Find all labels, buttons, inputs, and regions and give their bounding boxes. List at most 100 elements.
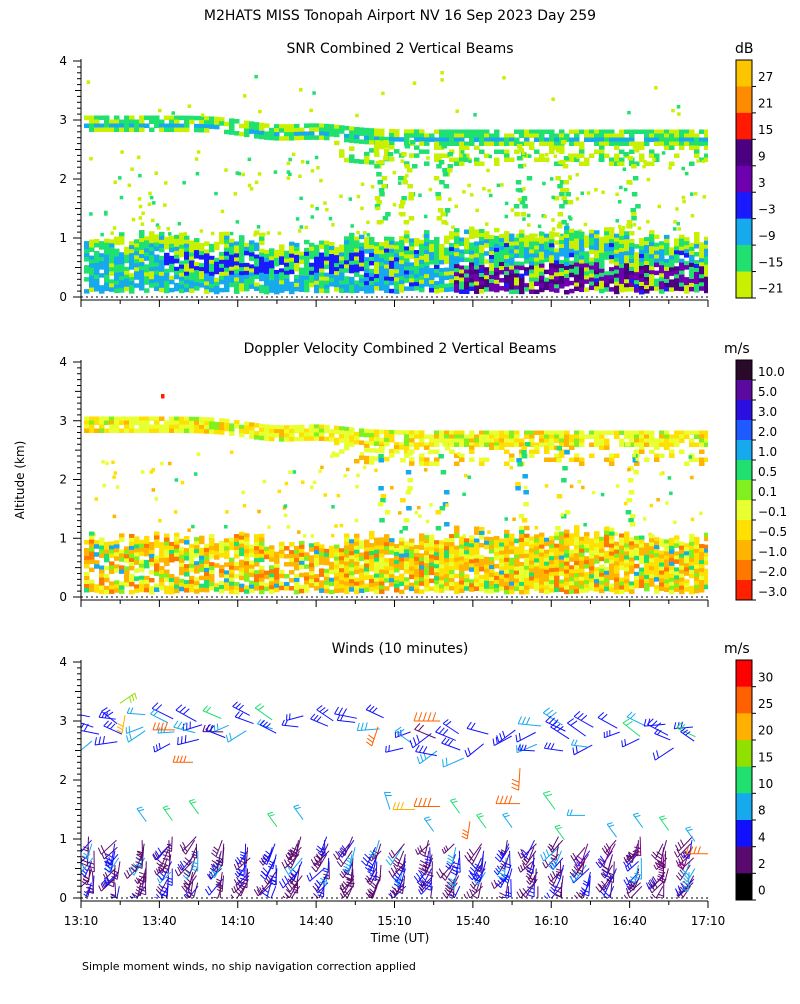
- data-cell: [319, 560, 325, 565]
- data-cell: [529, 133, 535, 138]
- data-cell: [539, 442, 545, 447]
- data-cell: [384, 558, 390, 563]
- data-cell: [399, 574, 405, 579]
- data-cell: [299, 197, 303, 201]
- data-cell: [249, 276, 255, 281]
- data-cell: [539, 153, 545, 158]
- data-cell: [329, 250, 335, 255]
- data-cell: [269, 252, 275, 257]
- data-cell: [204, 128, 210, 133]
- data-cell: [439, 556, 445, 561]
- data-cell: [494, 268, 500, 273]
- data-cell: [279, 128, 285, 133]
- data-cell: [114, 249, 120, 254]
- data-cell: [689, 455, 693, 459]
- data-cell: [639, 282, 645, 287]
- data-cell: [379, 545, 385, 550]
- data-cell: [184, 536, 190, 541]
- data-cell: [674, 266, 680, 271]
- data-cell: [374, 128, 380, 133]
- data-cell: [524, 129, 530, 134]
- data-cell: [459, 589, 465, 594]
- data-cell: [304, 123, 310, 128]
- data-cell: [414, 238, 420, 243]
- data-cell: [238, 172, 242, 176]
- data-cell: [579, 435, 585, 440]
- data-cell: [549, 580, 555, 585]
- data-cell: [504, 239, 510, 244]
- data-cell: [204, 584, 210, 589]
- data-cell: [522, 474, 528, 479]
- data-cell: [229, 566, 235, 571]
- data-cell: [184, 116, 190, 121]
- data-cell: [339, 129, 345, 134]
- data-cell: [419, 545, 425, 550]
- data-cell: [199, 560, 205, 565]
- data-cell: [479, 137, 485, 142]
- data-cell: [499, 149, 505, 154]
- data-cell: [129, 538, 135, 543]
- data-cell: [522, 151, 526, 155]
- data-cell: [369, 535, 375, 540]
- data-cell: [169, 236, 175, 241]
- data-cell: [614, 566, 620, 571]
- data-cell: [349, 197, 353, 201]
- data-cell: [514, 539, 520, 544]
- data-cell: [84, 552, 90, 557]
- data-cell: [685, 172, 689, 176]
- data-cell: [694, 561, 700, 566]
- data-cell: [394, 445, 400, 450]
- data-cell: [323, 201, 327, 205]
- data-cell: [304, 288, 310, 293]
- data-cell: [94, 279, 100, 284]
- data-cell: [244, 283, 250, 288]
- data-cell: [629, 283, 635, 288]
- data-cell: [459, 273, 465, 278]
- data-cell: [559, 129, 565, 134]
- data-cell: [99, 586, 105, 591]
- data-cell: [104, 116, 110, 121]
- data-cell: [239, 279, 245, 284]
- data-cell: [407, 184, 413, 189]
- data-cell: [549, 552, 555, 557]
- data-cell: [454, 574, 460, 579]
- data-cell: [629, 287, 635, 292]
- data-cell: [174, 124, 180, 128]
- data-cell: [224, 586, 230, 591]
- data-cell: [509, 430, 515, 435]
- data-cell: [654, 142, 660, 147]
- data-cell: [624, 255, 630, 260]
- data-cell: [454, 558, 460, 563]
- data-cell: [104, 243, 110, 248]
- data-cell: [639, 254, 645, 258]
- data-cell: [614, 435, 620, 440]
- data-cell: [614, 554, 620, 559]
- data-cell: [464, 286, 470, 291]
- data-cell: [464, 554, 470, 559]
- data-cell: [669, 566, 675, 571]
- data-cell: [489, 247, 495, 252]
- data-cell: [339, 264, 345, 269]
- data-cell: [569, 565, 575, 570]
- data-cell: [604, 527, 610, 532]
- data-cell: [594, 254, 600, 258]
- data-cell: [219, 541, 225, 546]
- data-cell: [444, 240, 450, 245]
- data-cell: [304, 556, 310, 561]
- data-cell: [635, 458, 639, 462]
- data-cell: [129, 421, 135, 426]
- data-cell: [539, 232, 545, 237]
- data-cell: [699, 443, 705, 448]
- data-cell: [619, 232, 625, 237]
- data-cell: [634, 564, 640, 569]
- data-cell: [609, 544, 615, 549]
- data-cell: [194, 425, 200, 430]
- data-cell: [689, 267, 695, 272]
- data-cell: [519, 590, 525, 595]
- data-cell: [144, 560, 150, 565]
- data-cell: [551, 218, 555, 222]
- data-cell: [439, 252, 445, 257]
- data-cell: [581, 486, 585, 490]
- data-cell: [149, 116, 155, 121]
- data-cell: [639, 568, 645, 573]
